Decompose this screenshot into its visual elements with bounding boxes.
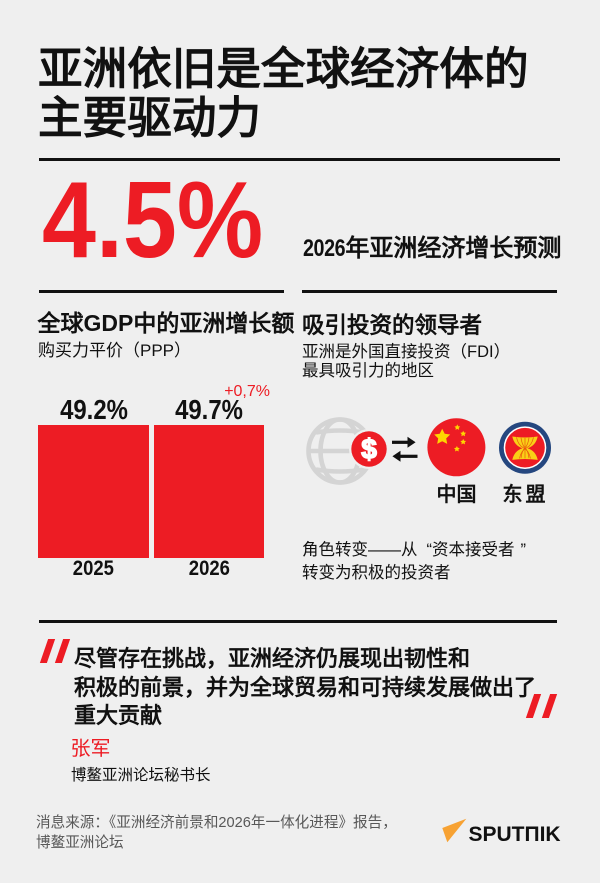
svg-text:$: $	[361, 434, 377, 465]
